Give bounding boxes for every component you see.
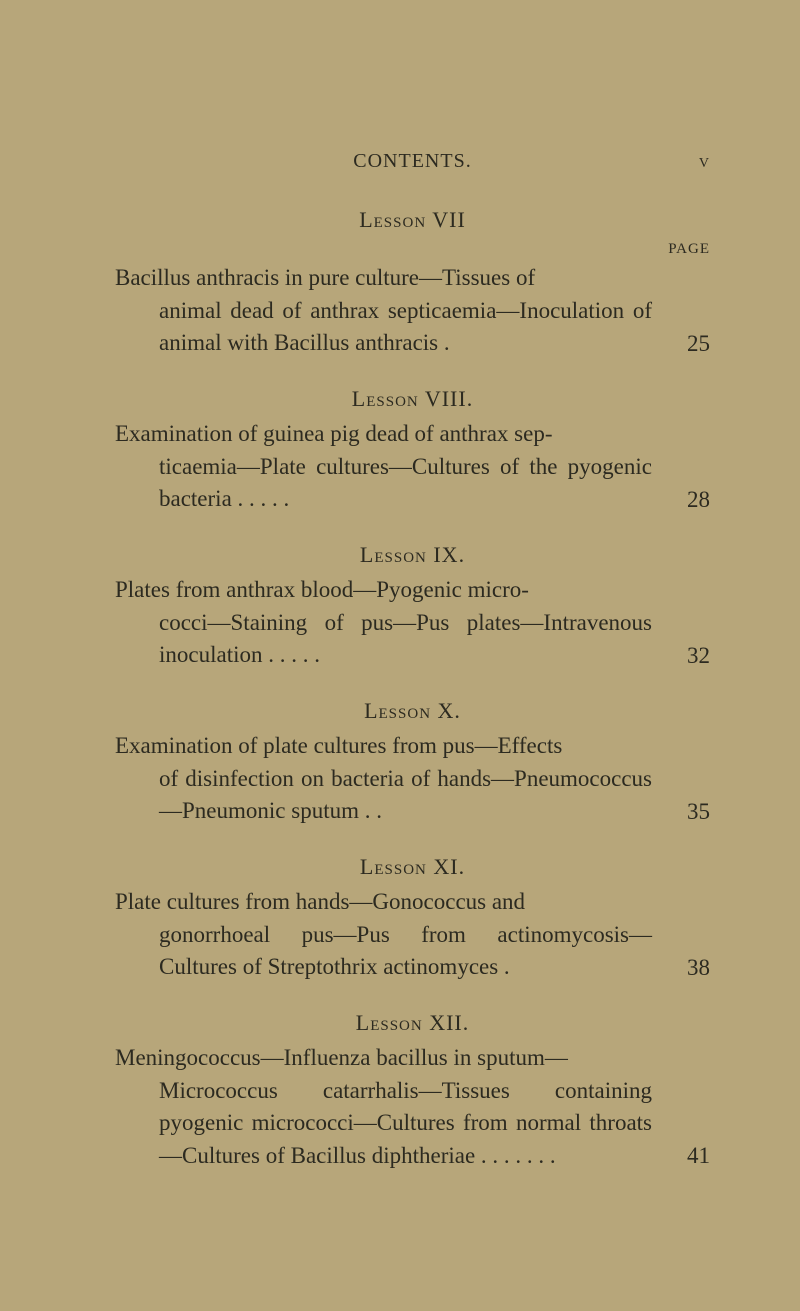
- toc-entry: Examination of guinea pig dead of anthra…: [115, 418, 710, 516]
- lesson-heading: Lesson VIII.: [115, 386, 710, 412]
- running-head-folio: v: [680, 150, 710, 173]
- toc-entry-line1: Plate cultures from hands—Gonococcus and: [115, 886, 652, 919]
- running-head-title: CONTENTS.: [115, 150, 680, 173]
- lesson-heading: Lesson X.: [115, 698, 710, 724]
- toc-entry-cont: ticaemia—Plate cultures—Cultures of the …: [115, 451, 652, 516]
- page-column-label: PAGE: [115, 241, 710, 258]
- toc-entry: Examination of plate cultures from pus—E…: [115, 730, 710, 828]
- toc-entry-line1: Examination of guinea pig dead of anthra…: [115, 418, 652, 451]
- lesson-heading: Lesson IX.: [115, 542, 710, 568]
- toc-entry-cont: gonorrhoeal pus—Pus from actinomycosis— …: [115, 919, 652, 984]
- toc-entry: Plates from anthrax blood—Pyogenic micro…: [115, 574, 710, 672]
- toc-entry: Plate cultures from hands—Gonococcus and…: [115, 886, 710, 984]
- toc-entry-text: Bacillus anthracis in pure culture—Tissu…: [115, 262, 710, 360]
- running-head: CONTENTS. v: [115, 150, 710, 173]
- toc-entry-line1: Examination of plate cultures from pus—E…: [115, 730, 652, 763]
- toc-entry-cont: of disinfection on bacteria of hands—Pne…: [115, 763, 652, 828]
- toc-entry-text: Examination of guinea pig dead of anthra…: [115, 418, 710, 516]
- toc-entry-page: 38: [687, 955, 710, 981]
- toc-entry-cont: cocci—Staining of pus—Pus plates—Intrave…: [115, 607, 652, 672]
- toc-entry-line1: Plates from anthrax blood—Pyogenic micro…: [115, 574, 652, 607]
- toc-entry-line1: Meningococcus—Influenza bacillus in sput…: [115, 1042, 652, 1075]
- toc-entry: Meningococcus—Influenza bacillus in sput…: [115, 1042, 710, 1173]
- toc-entry-cont: Micrococcus catarrhalis—Tissues containi…: [115, 1075, 652, 1173]
- toc-entry-line1: Bacillus anthracis in pure culture—Tissu…: [115, 262, 652, 295]
- lesson-heading: Lesson XII.: [115, 1010, 710, 1036]
- toc-entry-page: 32: [687, 643, 710, 669]
- toc-entry-text: Meningococcus—Influenza bacillus in sput…: [115, 1042, 710, 1173]
- toc-entry-page: 41: [687, 1143, 710, 1169]
- toc-entry-cont: animal dead of anthrax septicaemia—Inocu…: [115, 295, 652, 360]
- page: CONTENTS. v Lesson VII PAGE Bacillus ant…: [0, 0, 800, 1311]
- toc-entry-page: 25: [687, 331, 710, 357]
- toc-entry-page: 28: [687, 487, 710, 513]
- toc-entry-text: Plates from anthrax blood—Pyogenic micro…: [115, 574, 710, 672]
- lesson-heading: Lesson VII: [115, 207, 710, 233]
- toc-entry: Bacillus anthracis in pure culture—Tissu…: [115, 262, 710, 360]
- toc-entry-page: 35: [687, 799, 710, 825]
- lesson-heading: Lesson XI.: [115, 854, 710, 880]
- toc-entry-text: Plate cultures from hands—Gonococcus and…: [115, 886, 710, 984]
- toc-entry-text: Examination of plate cultures from pus—E…: [115, 730, 710, 828]
